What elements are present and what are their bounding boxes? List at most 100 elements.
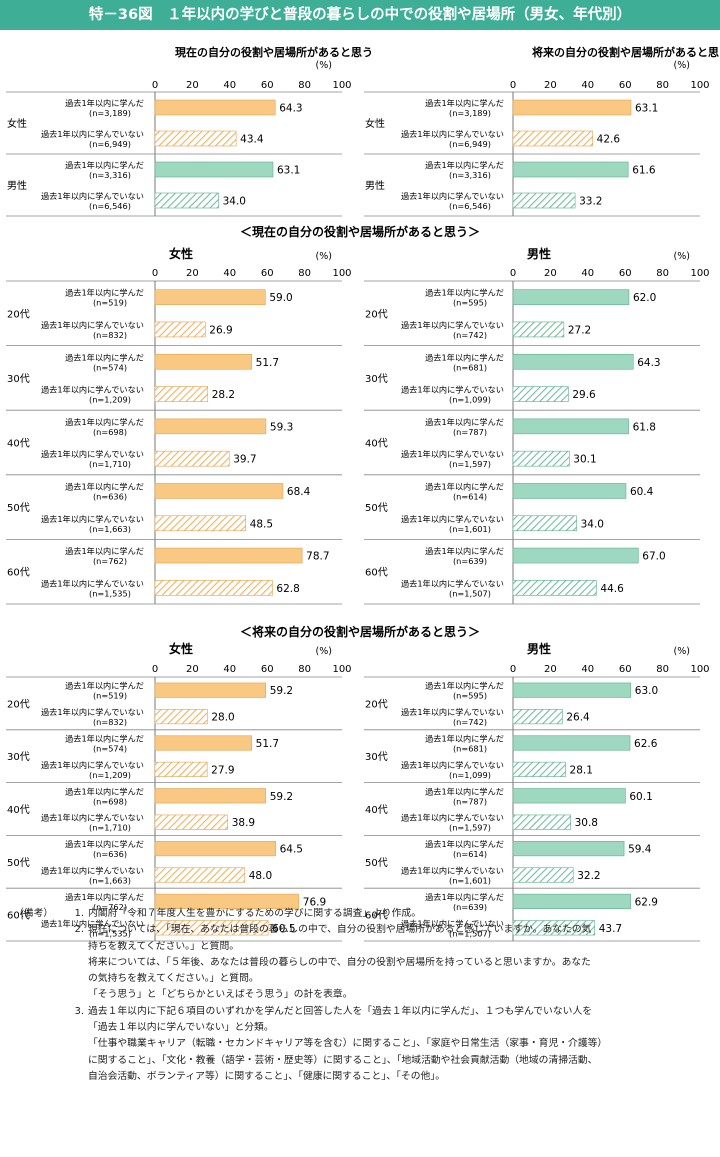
bar: [154, 418, 267, 435]
group-label: 30代: [365, 751, 388, 763]
row-n: (n=742): [453, 717, 487, 727]
bar: [512, 867, 574, 883]
note-line: 内閣府「令和７年度人生を豊かにするための学びに関する調査」より作成。: [88, 908, 421, 919]
note-item: 3. 過去１年以内に下記６項目のいずれかを学んだと回答した人を「過去１年以内に学ん…: [14, 1004, 714, 1085]
bar: [154, 386, 209, 402]
bar: [512, 515, 577, 532]
bar: [154, 99, 276, 116]
row-label: 過去1年以内に学んだ: [425, 288, 504, 298]
group-label: 50代: [365, 857, 388, 869]
axis-unit: (%): [316, 60, 332, 71]
group-label: 女性: [7, 117, 27, 130]
x-tick-label: 100: [690, 664, 709, 675]
row-label: 過去1年以内に学んだ: [65, 417, 144, 427]
group-label: 40代: [365, 804, 388, 816]
group-label: 60代: [7, 567, 30, 579]
group-label: 20代: [365, 308, 388, 320]
bar: [512, 418, 629, 435]
group-label: 40代: [7, 438, 30, 450]
row-n: (n=574): [93, 362, 127, 372]
data-label: 76.9: [303, 896, 326, 908]
bar: [512, 920, 596, 936]
row-label: 過去1年以内に学んだ: [65, 546, 144, 556]
row-n: (n=1,209): [89, 770, 131, 780]
x-tick-label: 60: [619, 664, 632, 675]
data-label: 28.0: [211, 712, 234, 724]
row-label: 過去1年以内に学んでいない: [41, 320, 144, 330]
bar: [512, 289, 630, 305]
x-tick-label: 100: [332, 80, 351, 91]
x-tick-label: 20: [544, 80, 557, 91]
row-label: 過去1年以内に学んでいない: [401, 129, 504, 139]
data-label: 63.0: [635, 685, 658, 697]
data-label: 44.6: [600, 583, 624, 595]
x-tick-label: 20: [186, 80, 199, 91]
x-tick-label: 60: [619, 268, 632, 279]
group-label: 20代: [7, 308, 30, 320]
figure-title: 特－36図 １年以内の学びと普段の暮らしの中での役割や居場所（男女、年代別）: [88, 7, 632, 23]
row-n: (n=762): [93, 902, 127, 912]
data-label: 26.9: [209, 324, 232, 336]
data-label: 67.0: [642, 551, 665, 563]
row-n: (n=1,535): [89, 928, 131, 938]
note-text: 過去１年以内に下記６項目のいずれかを学んだと回答した人を「過去１年以内に学んだ」…: [88, 1004, 714, 1085]
x-tick-label: 80: [298, 80, 311, 91]
note-number: 2.: [74, 924, 84, 936]
x-tick-label: 80: [656, 664, 669, 675]
group-label: 60代: [365, 567, 388, 579]
data-label: 39.7: [233, 454, 256, 466]
x-tick-label: 40: [581, 80, 594, 91]
row-label: 過去1年以内に学んでいない: [41, 129, 144, 139]
data-label: 59.2: [270, 685, 293, 697]
data-label: 64.5: [280, 844, 303, 856]
bar: [512, 321, 565, 338]
x-tick-label: 80: [298, 268, 311, 279]
data-label: 43.7: [599, 923, 622, 935]
row-label: 過去1年以内に学んでいない: [41, 514, 144, 524]
row-label: 過去1年以内に学んだ: [65, 288, 144, 298]
data-label: 64.3: [637, 357, 660, 369]
x-tick-label: 100: [332, 664, 351, 675]
note-item: 2. 現在については、「現在、あなたは普段の暮らしの中で、自分の役割や居場所がある…: [14, 922, 714, 1003]
row-n: (n=1,597): [449, 459, 491, 469]
note-text: 内閣府「令和７年度人生を豊かにするための学びに関する調査」より作成。: [88, 906, 714, 922]
row-label: 過去1年以内に学んだ: [65, 839, 144, 849]
bar: [154, 192, 219, 209]
row-label: 過去1年以内に学んでいない: [401, 449, 504, 459]
row-n: (n=742): [453, 330, 487, 340]
data-label: 34.0: [223, 196, 246, 208]
section-title-current: ＜現在の自分の役割や居場所があると思う＞: [240, 224, 480, 239]
axis-unit: (%): [316, 251, 332, 262]
row-label: 過去1年以内に学んでいない: [401, 760, 504, 770]
bar: [154, 814, 229, 830]
bar: [512, 161, 629, 178]
note-line: 現在については、「現在、あなたは普段の暮らしの中で、自分の役割や居場所があると感…: [88, 924, 592, 936]
row-n: (n=698): [93, 796, 127, 806]
notes: （備考） 1. 内閣府「令和７年度人生を豊かにするための学びに関する調査」より作成。…: [14, 906, 714, 1085]
row-label: 過去1年以内に学んだ: [425, 839, 504, 849]
row-n: (n=639): [453, 902, 487, 912]
note-line: 「仕事や職業キャリア（転職・セカンドキャリア等を含む）に関すること」、「家庭や日…: [88, 1038, 608, 1050]
header-bar: 特－36図 １年以内の学びと普段の暮らしの中での役割や居場所（男女、年代別）: [0, 0, 720, 30]
x-tick-label: 100: [690, 80, 709, 91]
row-label: 過去1年以内に学んでいない: [41, 918, 144, 928]
x-tick-label: 0: [510, 268, 516, 279]
data-label: 28.2: [212, 389, 235, 401]
row-label: 過去1年以内に学んでいない: [401, 385, 504, 395]
row-n: (n=6,949): [89, 139, 131, 149]
row-n: (n=519): [93, 691, 127, 701]
row-label: 過去1年以内に学んでいない: [401, 578, 504, 588]
data-label: 62.8: [276, 583, 299, 595]
panel-title: 男性: [527, 641, 551, 656]
data-label: 59.2: [270, 791, 293, 803]
note-line: 過去１年以内に下記６項目のいずれかを学んだと回答した人を「過去１年以内に学んだ」…: [88, 1005, 593, 1017]
row-n: (n=1,663): [89, 524, 131, 534]
data-label: 63.1: [635, 103, 658, 115]
data-label: 60.4: [630, 486, 654, 498]
group-label: 男性: [7, 179, 27, 192]
group-label: 20代: [365, 698, 388, 710]
panel-title: 女性: [169, 246, 193, 261]
panel-title: 女性: [169, 641, 193, 656]
bar: [512, 841, 625, 857]
